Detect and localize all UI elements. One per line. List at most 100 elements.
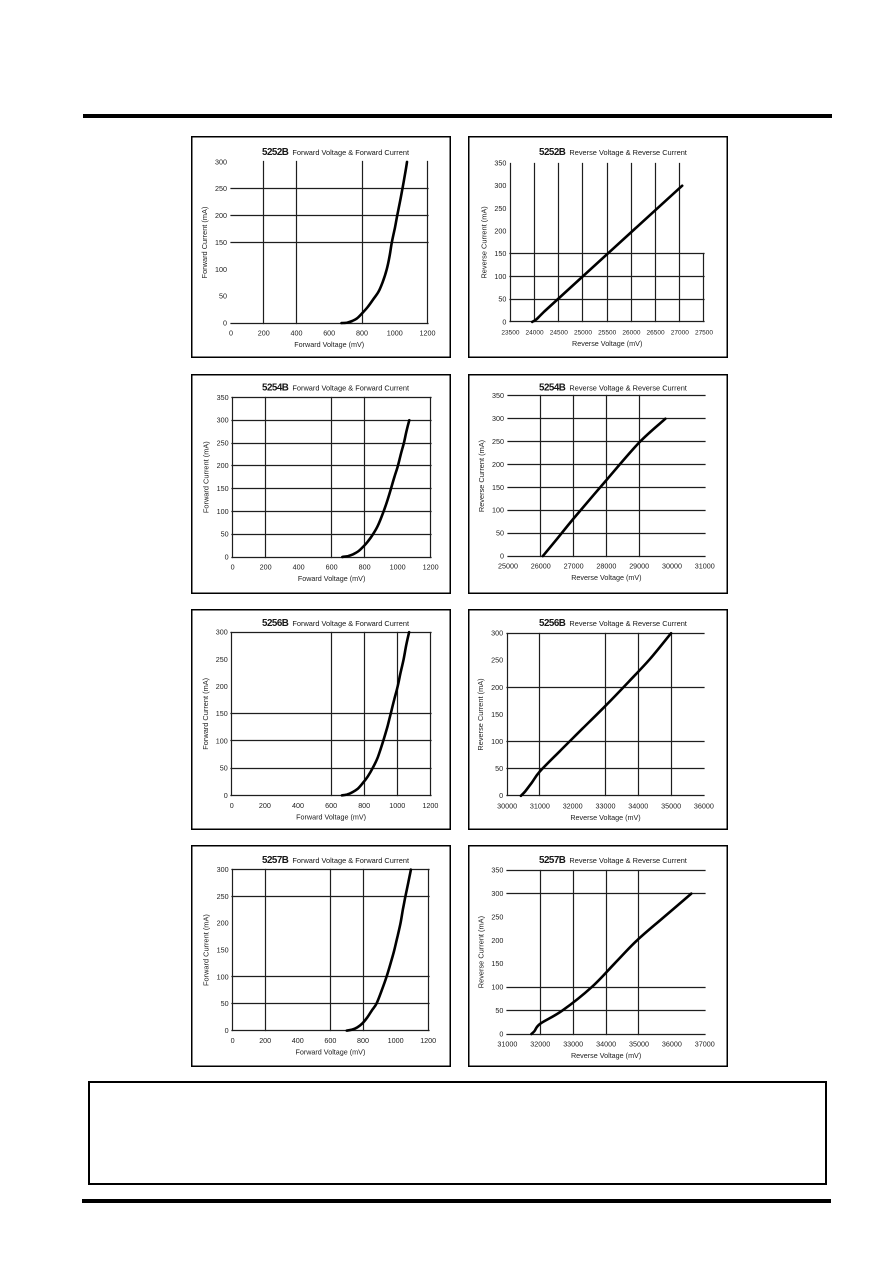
svg-text:0: 0	[225, 552, 229, 561]
svg-text:100: 100	[491, 983, 503, 992]
svg-text:100: 100	[492, 506, 504, 515]
svg-text:Forward Current (mA): Forward Current (mA)	[200, 207, 209, 279]
svg-text:250: 250	[216, 655, 228, 664]
svg-text:150: 150	[491, 959, 503, 968]
svg-text:600: 600	[325, 801, 337, 810]
svg-text:400: 400	[292, 1036, 304, 1045]
svg-text:200: 200	[217, 461, 229, 470]
svg-text:200: 200	[494, 227, 506, 236]
svg-text:300: 300	[492, 414, 504, 423]
svg-text:Forward Current (mA): Forward Current (mA)	[202, 914, 211, 986]
svg-text:300: 300	[494, 181, 506, 190]
svg-text:1200: 1200	[422, 801, 438, 810]
svg-text:100: 100	[491, 737, 503, 746]
svg-text:50: 50	[495, 764, 503, 773]
svg-text:50: 50	[219, 292, 227, 301]
svg-text:200: 200	[260, 563, 272, 572]
svg-text:50: 50	[495, 1006, 503, 1015]
svg-text:33000: 33000	[596, 801, 616, 810]
svg-text:31000: 31000	[497, 1040, 517, 1049]
svg-text:800: 800	[358, 801, 370, 810]
svg-text:0: 0	[499, 791, 503, 800]
svg-text:Foward Voltage (mV): Foward Voltage (mV)	[298, 574, 366, 583]
svg-text:100: 100	[215, 265, 227, 274]
svg-text:30000: 30000	[662, 562, 682, 571]
svg-text:150: 150	[215, 238, 227, 247]
svg-text:200: 200	[259, 1036, 271, 1045]
svg-text:Reverse Voltage (mV): Reverse Voltage (mV)	[571, 1051, 641, 1060]
svg-text:350: 350	[491, 866, 503, 875]
svg-text:25000: 25000	[574, 329, 592, 336]
svg-text:1200: 1200	[423, 563, 439, 572]
svg-text:1200: 1200	[420, 1036, 436, 1045]
svg-text:200: 200	[216, 682, 228, 691]
svg-text:50: 50	[221, 530, 229, 539]
svg-text:Forward Current (mA): Forward Current (mA)	[201, 678, 210, 750]
svg-text:34000: 34000	[596, 1040, 616, 1049]
svg-text:31000: 31000	[530, 801, 550, 810]
svg-text:29000: 29000	[629, 562, 649, 571]
svg-text:50: 50	[221, 999, 229, 1008]
svg-text:200: 200	[217, 919, 229, 928]
svg-text:0: 0	[229, 329, 233, 338]
svg-text:26000: 26000	[531, 562, 551, 571]
svg-text:600: 600	[326, 563, 338, 572]
svg-text:300: 300	[491, 629, 503, 638]
svg-text:200: 200	[492, 460, 504, 469]
svg-text:Reverse Current (mA): Reverse Current (mA)	[476, 678, 485, 750]
svg-text:250: 250	[491, 656, 503, 665]
svg-text:Forward Voltage (mV): Forward Voltage (mV)	[295, 1048, 365, 1057]
svg-text:Forward Voltage (mV): Forward Voltage (mV)	[294, 340, 364, 349]
svg-text:300: 300	[215, 157, 227, 166]
svg-text:26500: 26500	[647, 329, 665, 336]
svg-text:Reverse Voltage (mV): Reverse Voltage (mV)	[572, 339, 642, 348]
svg-text:25000: 25000	[498, 562, 518, 571]
svg-text:400: 400	[291, 329, 303, 338]
svg-text:250: 250	[494, 204, 506, 213]
svg-text:400: 400	[292, 801, 304, 810]
svg-text:200: 200	[491, 683, 503, 692]
svg-text:Forward Current (mA): Forward Current (mA)	[202, 441, 211, 513]
svg-text:36000: 36000	[662, 1040, 682, 1049]
svg-text:32000: 32000	[563, 801, 583, 810]
svg-text:50: 50	[220, 764, 228, 773]
svg-text:600: 600	[323, 329, 335, 338]
svg-text:600: 600	[324, 1036, 336, 1045]
svg-text:26000: 26000	[622, 329, 640, 336]
svg-text:250: 250	[217, 438, 229, 447]
svg-text:24500: 24500	[550, 329, 568, 336]
svg-text:36000: 36000	[694, 801, 714, 810]
svg-text:1000: 1000	[388, 1036, 404, 1045]
svg-text:Reverse Current (mA): Reverse Current (mA)	[476, 916, 485, 988]
svg-text:37000: 37000	[695, 1040, 715, 1049]
svg-text:0: 0	[500, 552, 504, 561]
svg-text:27500: 27500	[695, 329, 713, 336]
svg-text:150: 150	[217, 484, 229, 493]
svg-text:100: 100	[217, 507, 229, 516]
svg-text:33000: 33000	[563, 1040, 583, 1049]
svg-text:Reverse Voltage (mV): Reverse Voltage (mV)	[571, 573, 641, 582]
svg-text:1000: 1000	[389, 801, 405, 810]
svg-text:50: 50	[496, 529, 504, 538]
svg-text:0: 0	[502, 317, 506, 326]
svg-text:Forward Voltage (mV): Forward Voltage (mV)	[296, 812, 366, 821]
svg-text:1000: 1000	[387, 329, 403, 338]
svg-text:23500: 23500	[501, 329, 519, 336]
svg-text:350: 350	[492, 391, 504, 400]
svg-text:250: 250	[492, 437, 504, 446]
svg-text:300: 300	[216, 628, 228, 637]
svg-text:150: 150	[492, 483, 504, 492]
svg-text:150: 150	[491, 710, 503, 719]
svg-text:150: 150	[216, 709, 228, 718]
svg-text:0: 0	[230, 801, 234, 810]
svg-text:250: 250	[491, 912, 503, 921]
svg-text:800: 800	[359, 563, 371, 572]
svg-text:250: 250	[215, 184, 227, 193]
svg-text:250: 250	[217, 892, 229, 901]
svg-text:100: 100	[216, 736, 228, 745]
